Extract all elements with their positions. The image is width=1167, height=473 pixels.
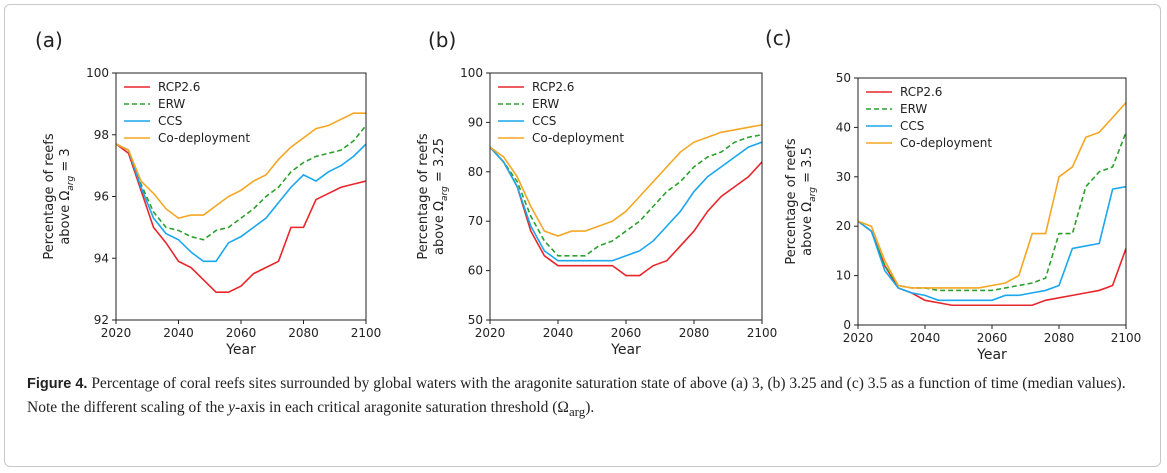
y-tick-label: 60 (468, 264, 483, 278)
legend-label: CCS (158, 114, 182, 128)
panel-label: (b) (428, 28, 456, 52)
x-tick-label: 2080 (1044, 331, 1075, 345)
x-tick-label: 2020 (101, 326, 132, 340)
data-line (857, 102, 1127, 289)
caption: Figure 4. Percentage of coral reefs site… (27, 372, 1142, 424)
data-line (115, 112, 366, 219)
y-tick-label: 80 (468, 165, 483, 179)
y-axis-label-line: above Ωarg = 3 (58, 148, 76, 244)
data-line (857, 220, 1127, 307)
caption-text: y (228, 399, 236, 416)
x-tick-label: 2060 (611, 326, 642, 340)
y-axis-label-line: Percentage of reefs (416, 133, 431, 260)
legend-label: Co-deployment (900, 136, 992, 150)
caption-text: arg (568, 404, 586, 420)
plot-frame (115, 72, 367, 321)
y-axis-label-part: = 3 (58, 148, 73, 175)
x-tick-label: 2100 (351, 326, 382, 340)
y-tick-label: 98 (94, 128, 109, 142)
caption-text: ). (585, 399, 595, 416)
y-tick-label: 100 (460, 66, 483, 80)
data-line (489, 141, 763, 262)
y-axis-label-part: above Ω (800, 202, 815, 256)
legend-label: RCP2.6 (532, 80, 574, 94)
data-line (857, 132, 1127, 292)
data-line (489, 133, 763, 257)
y-tick-label: 50 (836, 71, 851, 85)
legend-label: RCP2.6 (900, 85, 942, 99)
y-tick-label: 20 (836, 219, 851, 233)
y-tick-label: 40 (836, 120, 851, 134)
legend-label: ERW (900, 102, 927, 116)
panel-label: (a) (35, 28, 63, 52)
figure-frame (4, 4, 1161, 467)
panel-label: (c) (765, 26, 792, 50)
plot-frame (857, 77, 1127, 326)
data-line (489, 124, 763, 237)
x-axis-label: Year (610, 342, 641, 358)
y-axis-label-part: = 3.5 (800, 147, 815, 187)
x-tick-label: 2060 (226, 326, 257, 340)
caption-text: -axis in each critical aragonite saturat… (235, 399, 569, 416)
y-axis-label: Percentage of reefs above Ωarg = 3 (42, 133, 76, 260)
data-line (115, 143, 367, 263)
y-tick-label: 96 (94, 190, 109, 204)
y-axis-label-line: above Ωarg = 3.25 (432, 138, 450, 255)
legend-label: Co-deployment (158, 131, 250, 145)
x-tick-label: 2020 (843, 331, 874, 345)
x-tick-label: 2100 (1111, 331, 1142, 345)
y-tick-label: 94 (94, 251, 109, 265)
y-tick-label: 30 (836, 170, 851, 184)
caption-label: Figure 4. (27, 376, 88, 392)
y-axis-label: Percentage of reefs above Ωarg = 3.5 (784, 138, 818, 265)
y-axis-label-line: above Ωarg = 3.5 (800, 147, 818, 256)
y-tick-label: 0 (843, 318, 851, 332)
y-tick-label: 70 (468, 214, 483, 228)
caption-text: Percentage of coral reefs sites surround… (27, 375, 1126, 416)
y-axis-label-line: Percentage of reefs (42, 133, 57, 260)
x-tick-label: 2040 (910, 331, 941, 345)
data-line (115, 124, 367, 241)
y-axis-label-part: above Ω (58, 191, 73, 245)
x-tick-label: 2100 (747, 326, 778, 340)
legend-label: CCS (900, 119, 924, 133)
data-line (489, 146, 763, 277)
x-tick-label: 2040 (163, 326, 194, 340)
data-line (857, 185, 1127, 302)
plot-frame (489, 72, 763, 321)
y-tick-label: 10 (836, 269, 851, 283)
x-tick-label: 2020 (475, 326, 506, 340)
data-line (115, 143, 367, 294)
x-axis-label: Year (976, 347, 1007, 360)
y-axis-label-part: arg (440, 186, 450, 201)
x-tick-label: 2040 (543, 326, 574, 340)
y-axis-label-part: = 3.25 (432, 138, 447, 186)
legend-label: ERW (532, 97, 559, 111)
x-tick-label: 2060 (977, 331, 1008, 345)
y-tick-label: 90 (468, 115, 483, 129)
y-axis-label-part: above Ω (432, 201, 447, 255)
legend-label: Co-deployment (532, 131, 624, 145)
y-axis-label-part: arg (808, 187, 818, 202)
y-axis-label-line: Percentage of reefs (784, 138, 799, 265)
y-tick-label: 100 (86, 66, 109, 80)
y-axis-label-part: arg (66, 176, 76, 191)
y-tick-label: 50 (468, 313, 483, 327)
x-axis-label: Year (225, 342, 256, 358)
x-tick-label: 2080 (679, 326, 710, 340)
legend-label: ERW (158, 97, 185, 111)
y-axis-label: Percentage of reefs above Ωarg = 3.25 (416, 133, 450, 260)
y-tick-label: 92 (94, 313, 109, 327)
x-tick-label: 2080 (288, 326, 319, 340)
legend-label: RCP2.6 (158, 80, 200, 94)
legend-label: CCS (532, 114, 556, 128)
